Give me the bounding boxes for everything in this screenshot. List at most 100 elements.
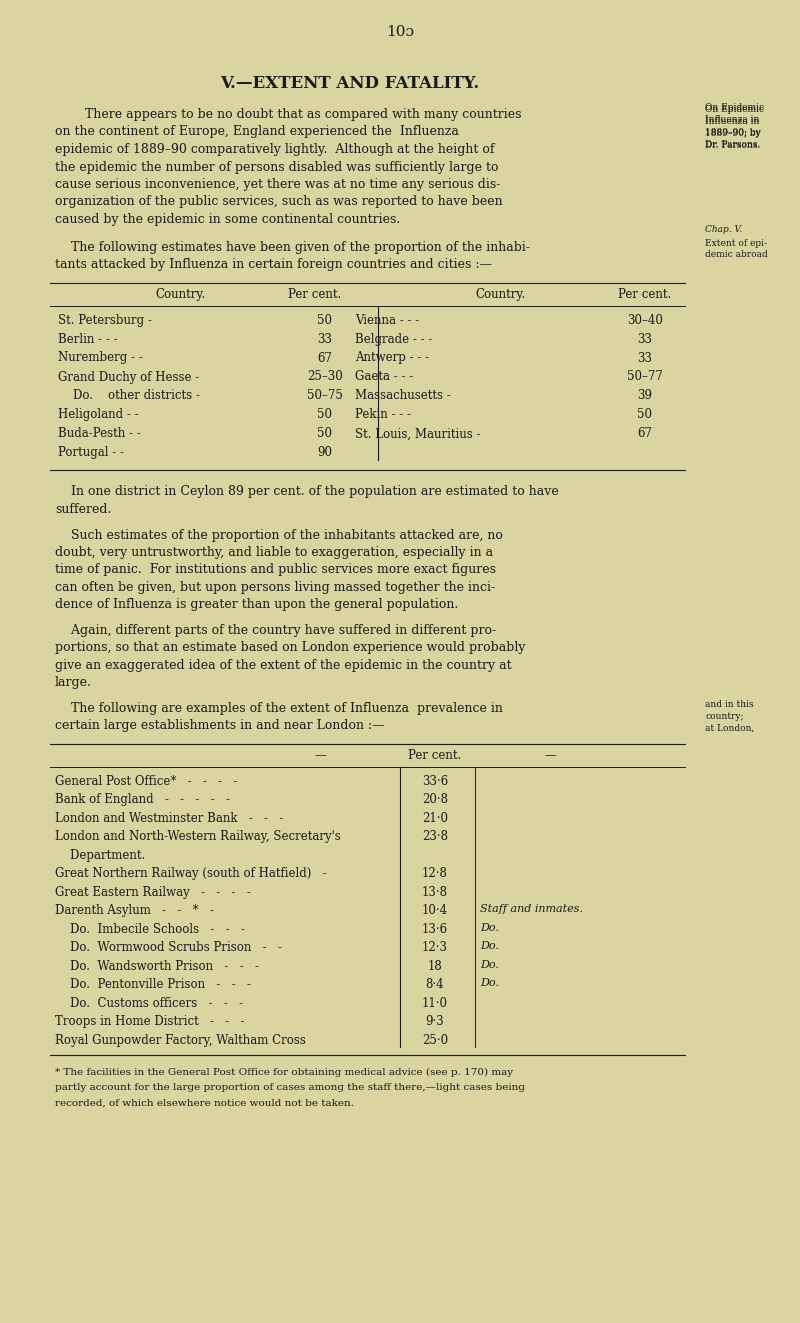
Text: partly account for the large proportion of cases among the staff there,—light ca: partly account for the large proportion … (55, 1084, 525, 1091)
Text: Great Eastern Railway   -   -   -   -: Great Eastern Railway - - - - (55, 886, 250, 900)
Text: Per cent.: Per cent. (618, 287, 672, 300)
Text: can often be given, but upon persons living massed together the inci-: can often be given, but upon persons liv… (55, 581, 495, 594)
Text: Do.  Wormwood Scrubs Prison   -   -: Do. Wormwood Scrubs Prison - - (55, 942, 282, 954)
Text: epidemic of 1889–90 comparatively lightly.  Although at the height of: epidemic of 1889–90 comparatively lightl… (55, 143, 494, 156)
Text: Buda-Pesth - -: Buda-Pesth - - (58, 427, 141, 441)
Text: 67: 67 (318, 352, 333, 365)
Text: Darenth Asylum   -   -   *   -: Darenth Asylum - - * - (55, 905, 214, 917)
Text: Such estimates of the proportion of the inhabitants attacked are, no: Such estimates of the proportion of the … (55, 528, 503, 541)
Text: On Epidemic
Influenza in
1889–90; by
Dr. Parsons.: On Epidemic Influenza in 1889–90; by Dr.… (705, 103, 764, 149)
Text: Country.: Country. (475, 287, 525, 300)
Text: Country.: Country. (155, 287, 205, 300)
Text: 33·6: 33·6 (422, 775, 448, 789)
Text: dence of Influenza is greater than upon the general population.: dence of Influenza is greater than upon … (55, 598, 458, 611)
Text: Department.: Department. (55, 849, 146, 863)
Text: 90: 90 (318, 446, 333, 459)
Text: doubt, very untrustworthy, and liable to exaggeration, especially in a: doubt, very untrustworthy, and liable to… (55, 546, 493, 560)
Text: 67: 67 (638, 427, 653, 441)
Text: Massachusetts -: Massachusetts - (355, 389, 450, 402)
Text: the epidemic the number of persons disabled was sufficiently large to: the epidemic the number of persons disab… (55, 160, 498, 173)
Text: 21·0: 21·0 (422, 812, 448, 826)
Text: tants attacked by Influenza in certain foreign countries and cities :—: tants attacked by Influenza in certain f… (55, 258, 492, 271)
Text: 33: 33 (318, 332, 333, 345)
Text: Vienna - - -: Vienna - - - (355, 314, 419, 327)
Text: Berlin - - -: Berlin - - - (58, 332, 118, 345)
Text: 50: 50 (318, 427, 333, 441)
Text: give an exaggerated idea of the extent of the epidemic in the country at: give an exaggerated idea of the extent o… (55, 659, 512, 672)
Text: time of panic.  For institutions and public services more exact figures: time of panic. For institutions and publ… (55, 564, 496, 577)
Text: On Epidemic
Influenza in
1889–90; by
Dr. Parsons.: On Epidemic Influenza in 1889–90; by Dr.… (705, 105, 764, 149)
Text: 20·8: 20·8 (422, 794, 448, 807)
Text: Do.: Do. (480, 979, 499, 988)
Text: 50: 50 (318, 314, 333, 327)
Text: London and Westminster Bank   -   -   -: London and Westminster Bank - - - (55, 812, 283, 826)
Text: 33: 33 (638, 352, 653, 365)
Text: 8·4: 8·4 (426, 979, 444, 991)
Text: Do.: Do. (480, 923, 499, 933)
Text: Belgrade - - -: Belgrade - - - (355, 332, 432, 345)
Text: Bank of England   -   -   -   -   -: Bank of England - - - - - (55, 794, 230, 807)
Text: recorded, of which elsewhere notice would not be taken.: recorded, of which elsewhere notice woul… (55, 1098, 354, 1107)
Text: Do.    other districts -: Do. other districts - (58, 389, 200, 402)
Text: St. Petersburg -: St. Petersburg - (58, 314, 152, 327)
Text: Heligoland - -: Heligoland - - (58, 409, 138, 422)
Text: 11·0: 11·0 (422, 998, 448, 1009)
Text: 18: 18 (428, 960, 442, 972)
Text: Per cent.: Per cent. (408, 749, 462, 762)
Text: 50: 50 (638, 409, 653, 422)
Text: 25·0: 25·0 (422, 1035, 448, 1046)
Text: Extent of epi-
demic abroad: Extent of epi- demic abroad (705, 238, 768, 259)
Text: Pekin - - -: Pekin - - - (355, 409, 411, 422)
Text: Do.  Pentonville Prison   -   -   -: Do. Pentonville Prison - - - (55, 979, 251, 991)
Text: Antwerp - - -: Antwerp - - - (355, 352, 429, 365)
Text: 25–30: 25–30 (307, 370, 343, 384)
Text: Chap. V.: Chap. V. (705, 225, 742, 234)
Text: The following are examples of the extent of Influenza  prevalence in: The following are examples of the extent… (55, 703, 503, 714)
Text: 10·4: 10·4 (422, 905, 448, 917)
Text: There appears to be no doubt that as compared with many countries: There appears to be no doubt that as com… (85, 108, 522, 120)
Text: 12·3: 12·3 (422, 942, 448, 954)
Text: suffered.: suffered. (55, 503, 111, 516)
Text: 12·8: 12·8 (422, 868, 448, 881)
Text: Do.: Do. (480, 942, 499, 951)
Text: 10ɔ: 10ɔ (386, 25, 414, 38)
Text: London and North-Western Railway, Secretary's: London and North-Western Railway, Secret… (55, 831, 341, 844)
Text: 50: 50 (318, 409, 333, 422)
Text: Portugal - -: Portugal - - (58, 446, 124, 459)
Text: Staff and inmates.: Staff and inmates. (480, 905, 583, 914)
Text: —: — (314, 749, 326, 762)
Text: 13·6: 13·6 (422, 923, 448, 935)
Text: —: — (544, 749, 556, 762)
Text: on the continent of Europe, England experienced the  Influenza: on the continent of Europe, England expe… (55, 126, 459, 139)
Text: 39: 39 (638, 389, 653, 402)
Text: Troops in Home District   -   -   -: Troops in Home District - - - (55, 1016, 245, 1028)
Text: large.: large. (55, 676, 92, 689)
Text: caused by the epidemic in some continental countries.: caused by the epidemic in some continent… (55, 213, 400, 226)
Text: Do.  Wandsworth Prison   -   -   -: Do. Wandsworth Prison - - - (55, 960, 259, 972)
Text: 50–77: 50–77 (627, 370, 663, 384)
Text: General Post Office*   -   -   -   -: General Post Office* - - - - (55, 775, 238, 789)
Text: Nuremberg - -: Nuremberg - - (58, 352, 142, 365)
Text: Royal Gunpowder Factory, Waltham Cross: Royal Gunpowder Factory, Waltham Cross (55, 1035, 306, 1046)
Text: organization of the public services, such as was reported to have been: organization of the public services, suc… (55, 196, 502, 209)
Text: portions, so that an estimate based on London experience would probably: portions, so that an estimate based on L… (55, 642, 526, 655)
Text: Do.  Imbecile Schools   -   -   -: Do. Imbecile Schools - - - (55, 923, 245, 935)
Text: Again, different parts of the country have suffered in different pro-: Again, different parts of the country ha… (55, 624, 496, 636)
Text: certain large establishments in and near London :—: certain large establishments in and near… (55, 720, 385, 733)
Text: 33: 33 (638, 332, 653, 345)
Text: 9·3: 9·3 (426, 1016, 444, 1028)
Text: 23·8: 23·8 (422, 831, 448, 844)
Text: Do.: Do. (480, 960, 499, 970)
Text: Gaeta - - -: Gaeta - - - (355, 370, 414, 384)
Text: and in this
country;
at London,: and in this country; at London, (705, 700, 754, 733)
Text: 30–40: 30–40 (627, 314, 663, 327)
Text: * The facilities in the General Post Office for obtaining medical advice (see p.: * The facilities in the General Post Off… (55, 1068, 513, 1077)
Text: Per cent.: Per cent. (288, 287, 342, 300)
Text: The following estimates have been given of the proportion of the inhabi-: The following estimates have been given … (55, 241, 530, 254)
Text: cause serious inconvenience, yet there was at no time any serious dis-: cause serious inconvenience, yet there w… (55, 179, 500, 191)
Text: Great Northern Railway (south of Hatfield)   -: Great Northern Railway (south of Hatfiel… (55, 868, 326, 881)
Text: 13·8: 13·8 (422, 886, 448, 900)
Text: 50–75: 50–75 (307, 389, 343, 402)
Text: V.—EXTENT AND FATALITY.: V.—EXTENT AND FATALITY. (220, 75, 480, 93)
Text: Grand Duchy of Hesse -: Grand Duchy of Hesse - (58, 370, 199, 384)
